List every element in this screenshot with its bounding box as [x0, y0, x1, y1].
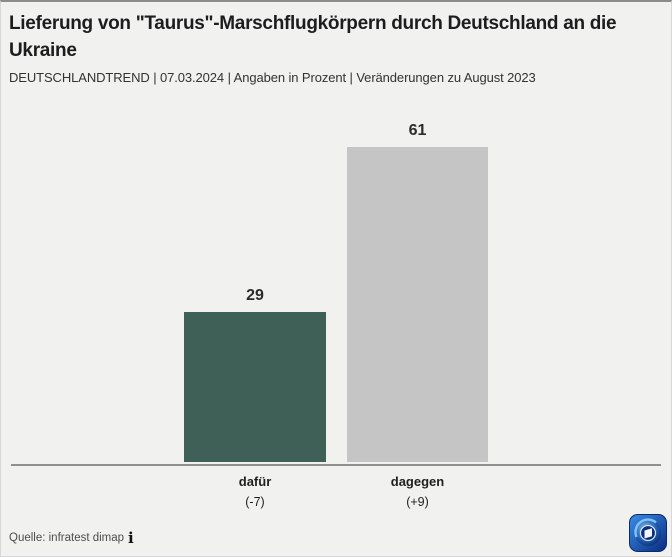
page-title: Lieferung von "Taurus"-Marschflugkörpern… [9, 13, 617, 61]
globe-icon [629, 514, 667, 552]
bar-dafuer [184, 312, 326, 462]
x-axis-baseline [11, 464, 661, 466]
chart-subtitle: DEUTSCHLANDTREND | 07.03.2024 | Angaben … [9, 70, 536, 85]
category-name-dafuer: dafür [238, 474, 272, 489]
category-change-dagegen: (+9) [406, 495, 429, 509]
category-label-dagegen: dagegen (+9) [347, 472, 488, 512]
bar-value-label-dagegen: 61 [408, 122, 427, 139]
category-label-dafuer: dafür (-7) [184, 472, 326, 512]
bar-dagegen [347, 147, 488, 462]
bar-value-label-dafuer: 29 [246, 287, 264, 304]
category-name-dagegen: dagegen [390, 474, 445, 489]
info-icon[interactable]: i [128, 529, 134, 547]
source-label: Quelle: infratest dimap [9, 532, 125, 544]
bar-group-dafuer: 29 [184, 287, 326, 462]
tagesschau-logo [629, 514, 667, 552]
category-change-dafuer: (-7) [245, 495, 265, 509]
bar-group-dagegen: 61 [347, 122, 488, 462]
